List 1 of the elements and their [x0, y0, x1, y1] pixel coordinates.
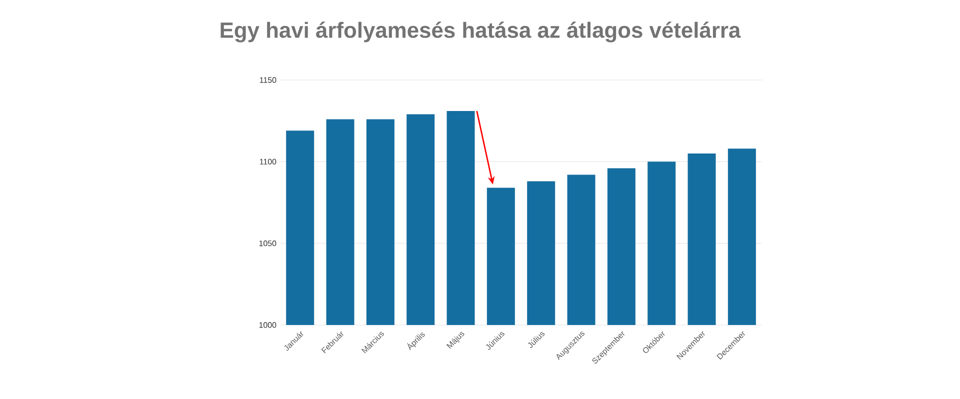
- chart-title: Egy havi árfolyamesés hatása az átlagos vételárra: [220, 22, 741, 42]
